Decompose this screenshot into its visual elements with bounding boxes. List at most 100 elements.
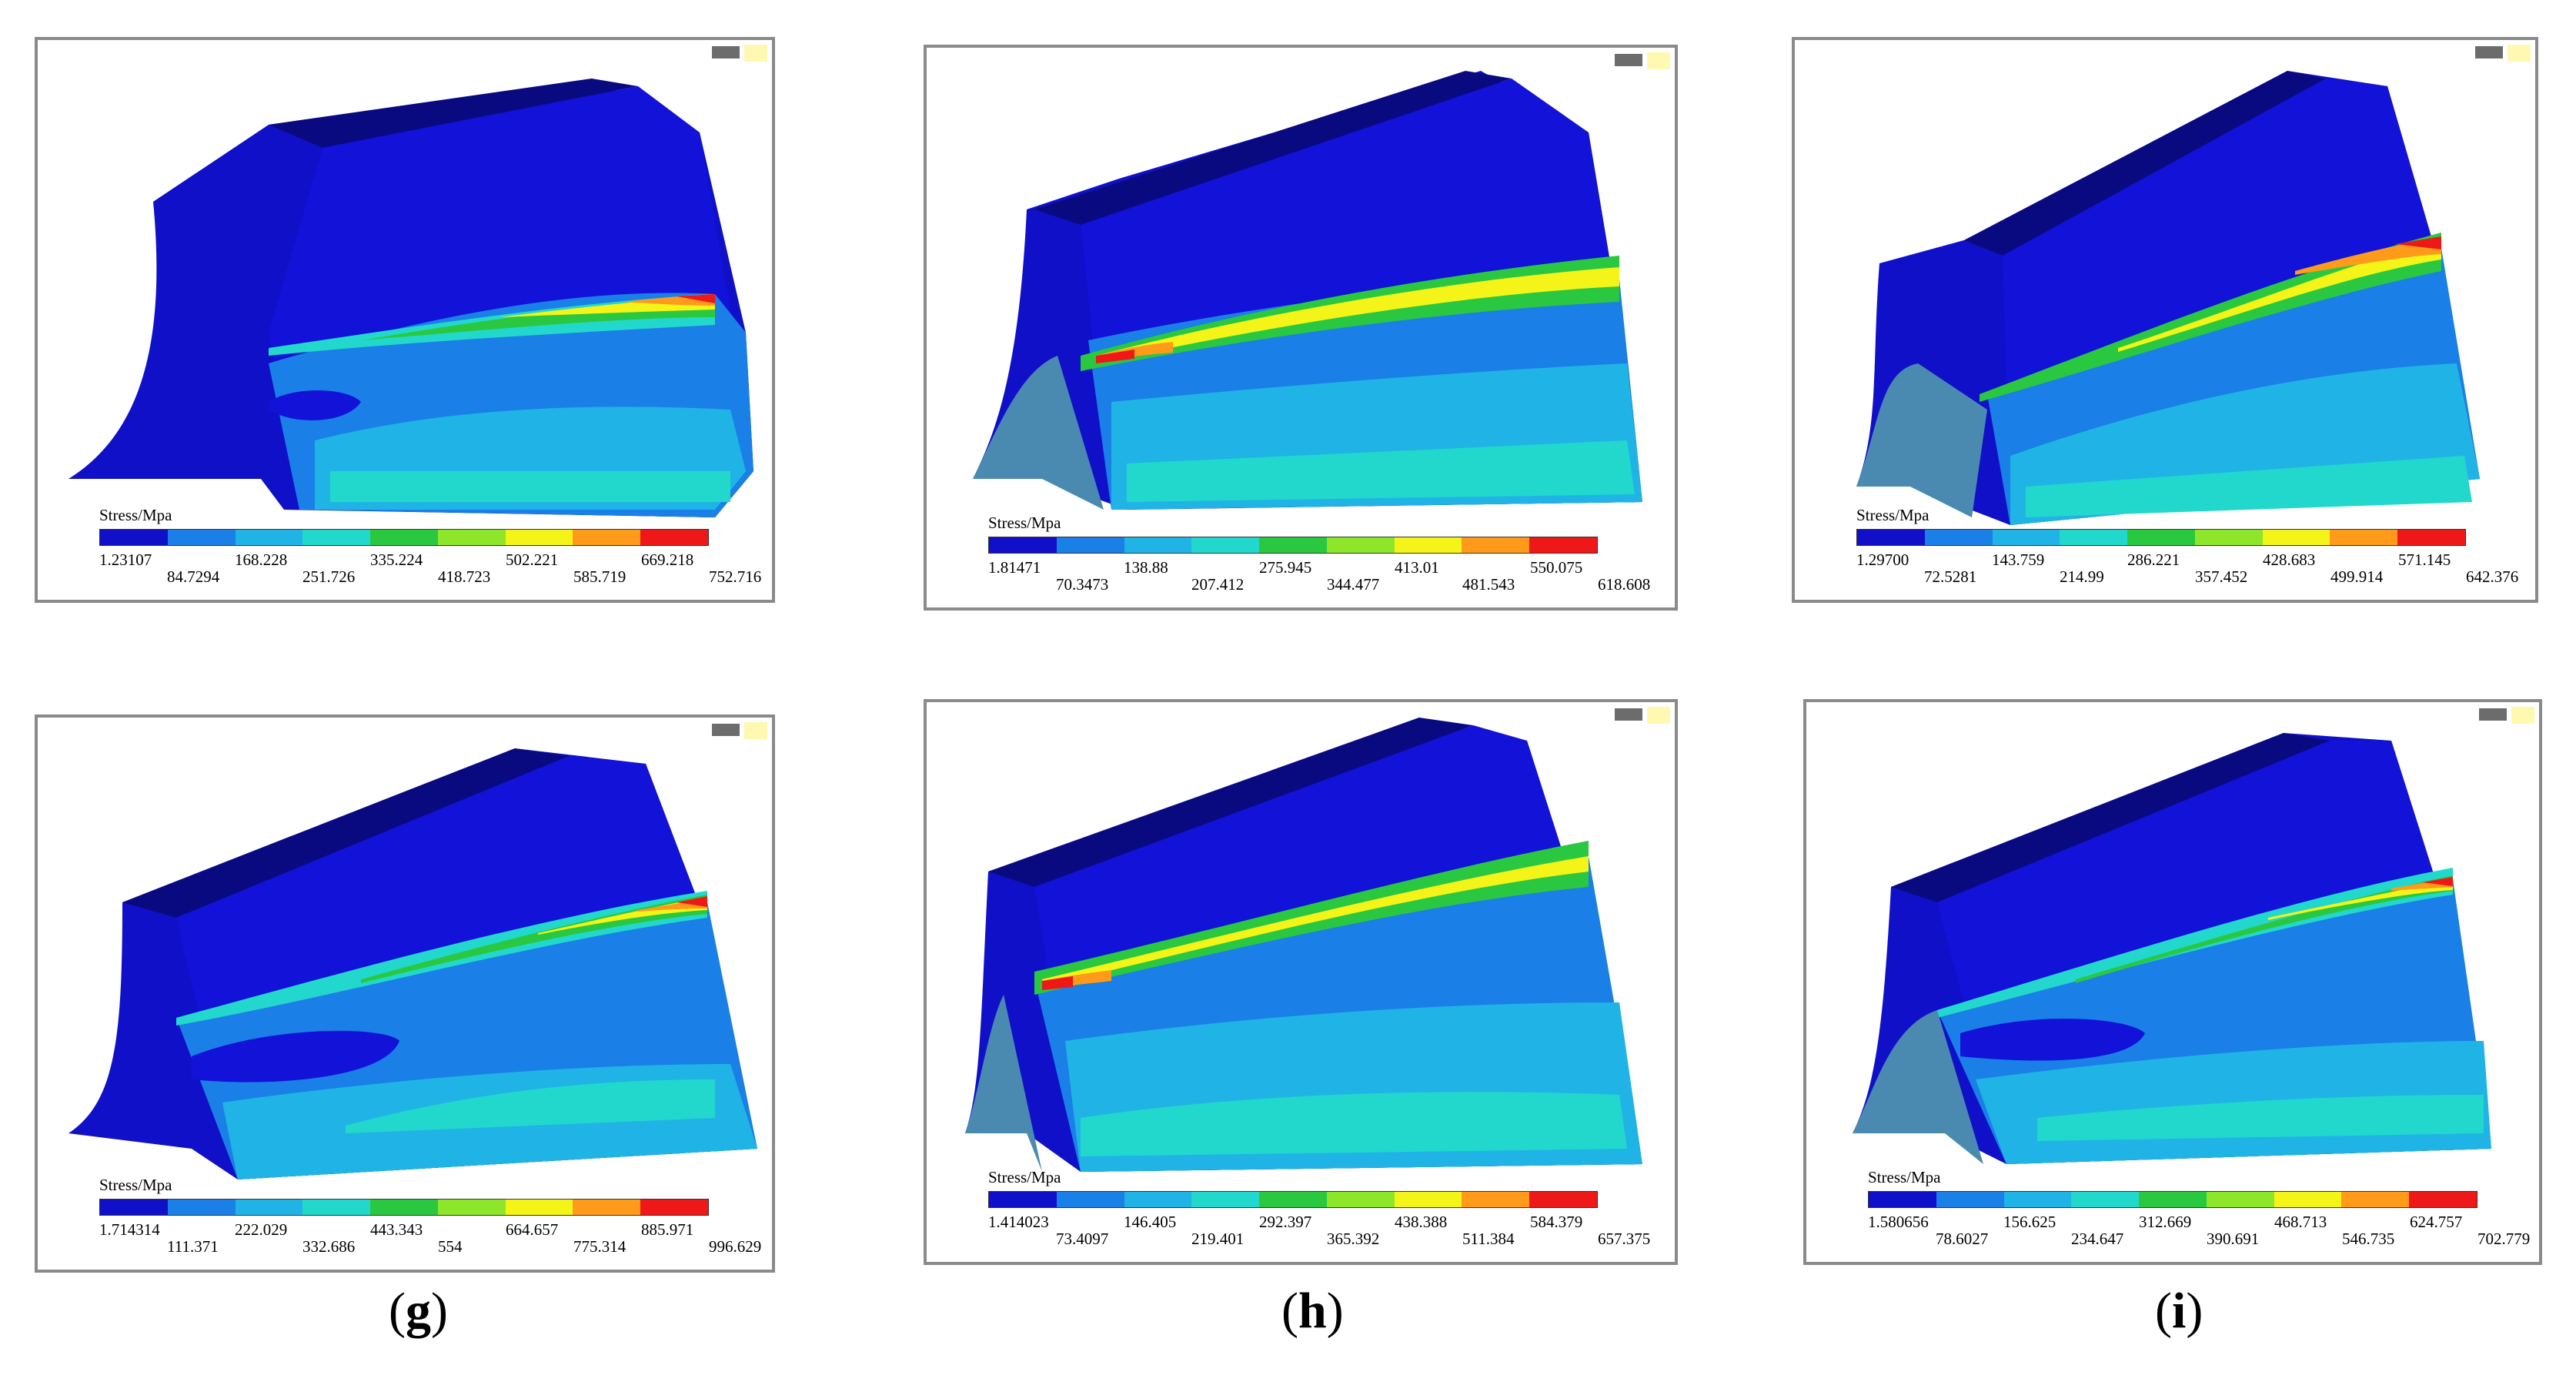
color-band (2194, 530, 2263, 545)
tick-label: 222.029 (235, 1220, 288, 1239)
stress-legend: Stress/Mpa 1.29700 72.5281 143.759 214.9… (1856, 506, 2535, 591)
color-band (2409, 1192, 2477, 1207)
tick-label: 275.945 (1259, 558, 1312, 577)
tick-label: 286.221 (2127, 550, 2180, 569)
software-logo (1615, 707, 1670, 724)
color-band (1394, 1192, 1462, 1207)
tick-label: 499.914 (2330, 567, 2384, 586)
legend-title: Stress/Mpa (988, 514, 1061, 532)
stress-model (68, 748, 757, 1180)
tick-label: 443.343 (370, 1220, 423, 1239)
color-band (640, 530, 709, 545)
tick-label: 365.392 (1327, 1230, 1380, 1248)
color-band (302, 1200, 371, 1215)
stress-legend: Stress/Mpa 1.714314 111.371 222.029 332.… (99, 1176, 772, 1260)
tick-label: 554 (438, 1237, 463, 1256)
color-scale (988, 537, 1598, 554)
color-band (1857, 530, 1925, 545)
color-band (2003, 1192, 2072, 1207)
stress-model (68, 79, 753, 517)
color-band (1992, 530, 2060, 545)
stress-panel-6: Stress/Mpa 1.580656 78.6027 156.625 234.… (1803, 699, 2542, 1265)
color-band (1924, 530, 1993, 545)
tick-label: 1.23107 (99, 550, 152, 569)
color-band (1259, 537, 1327, 553)
tick-label: 1.714314 (99, 1220, 160, 1239)
tick-label: 73.4097 (1056, 1230, 1109, 1248)
color-band (2206, 1192, 2274, 1207)
tick-label: 481.543 (1462, 575, 1515, 594)
stress-legend: Stress/Mpa 1.23107 84.7294 168.228 251.7… (99, 506, 772, 591)
tick-label: 1.580656 (1868, 1213, 1929, 1231)
color-band (437, 1200, 506, 1215)
color-band (2274, 1192, 2342, 1207)
tick-label: 885.971 (641, 1220, 694, 1239)
software-logo (2475, 45, 2531, 62)
tick-label: 584.379 (1530, 1213, 1583, 1231)
tick-label: 143.759 (1992, 550, 2045, 569)
caption-letter: i (2171, 1283, 2187, 1339)
color-band (370, 1200, 438, 1215)
tick-label: 332.686 (302, 1237, 356, 1256)
tick-label: 657.375 (1598, 1230, 1651, 1248)
tick-label: 335.224 (370, 550, 423, 569)
tick-label: 156.625 (2003, 1213, 2056, 1231)
color-band (302, 530, 371, 545)
color-band (100, 530, 168, 545)
color-scale (99, 529, 709, 546)
tick-label: 207.412 (1191, 575, 1245, 594)
tick-label: 428.683 (2263, 550, 2316, 569)
tick-label: 511.384 (1462, 1230, 1515, 1248)
tick-label: 585.719 (573, 567, 626, 586)
tick-label: 546.735 (2342, 1230, 2395, 1248)
caption-letter: g (405, 1283, 431, 1339)
tick-label: 502.221 (506, 550, 559, 569)
color-scale (1856, 529, 2466, 546)
tick-label: 234.647 (2071, 1230, 2124, 1248)
tick-label: 1.81471 (988, 558, 1041, 577)
color-band (2262, 530, 2330, 545)
stress-panel-4: Stress/Mpa 1.714314 111.371 222.029 332.… (35, 714, 775, 1273)
software-logo (712, 722, 767, 739)
tick-label: 214.99 (2060, 567, 2104, 586)
tick-label: 996.629 (709, 1237, 762, 1256)
tick-label: 413.01 (1395, 558, 1439, 577)
tick-label: 138.88 (1124, 558, 1168, 577)
stress-model (973, 71, 1642, 510)
stress-model (1853, 733, 2491, 1164)
legend-title: Stress/Mpa (1856, 506, 1929, 524)
caption-h: (h) (1281, 1283, 1344, 1339)
color-band (2060, 530, 2128, 545)
color-band (505, 1200, 573, 1215)
stress-panel-1: Stress/Mpa 1.23107 84.7294 168.228 251.7… (35, 37, 775, 603)
color-scale (99, 1199, 709, 1216)
color-band (1259, 1192, 1327, 1207)
color-band (2127, 530, 2195, 545)
tick-label: 72.5281 (1924, 567, 1977, 586)
color-band (167, 1200, 236, 1215)
stress-panel-2: Stress/Mpa 1.81471 70.3473 138.88 207.41… (924, 45, 1678, 611)
tick-label: 618.608 (1598, 575, 1651, 594)
tick-label: 70.3473 (1056, 575, 1109, 594)
color-band (989, 537, 1057, 553)
tick-label: 664.657 (506, 1220, 559, 1239)
tick-label: 550.075 (1530, 558, 1583, 577)
tick-label: 78.6027 (1936, 1230, 1989, 1248)
color-band (2341, 1192, 2410, 1207)
stress-panel-5: Stress/Mpa 1.414023 73.4097 146.405 219.… (924, 699, 1678, 1265)
color-band (1462, 537, 1530, 553)
color-band (1326, 537, 1395, 553)
color-band (573, 1200, 641, 1215)
color-band (2139, 1192, 2207, 1207)
color-band (505, 530, 573, 545)
tick-label: 1.414023 (988, 1213, 1049, 1231)
legend-title: Stress/Mpa (988, 1168, 1061, 1186)
color-band (1869, 1192, 1936, 1207)
tick-label: 84.7294 (167, 567, 220, 586)
color-scale (988, 1191, 1598, 1208)
tick-label: 312.669 (2139, 1213, 2192, 1231)
color-band (235, 1200, 303, 1215)
tick-label: 344.477 (1327, 575, 1380, 594)
tick-label: 251.726 (302, 567, 356, 586)
tick-label: 669.218 (641, 550, 694, 569)
